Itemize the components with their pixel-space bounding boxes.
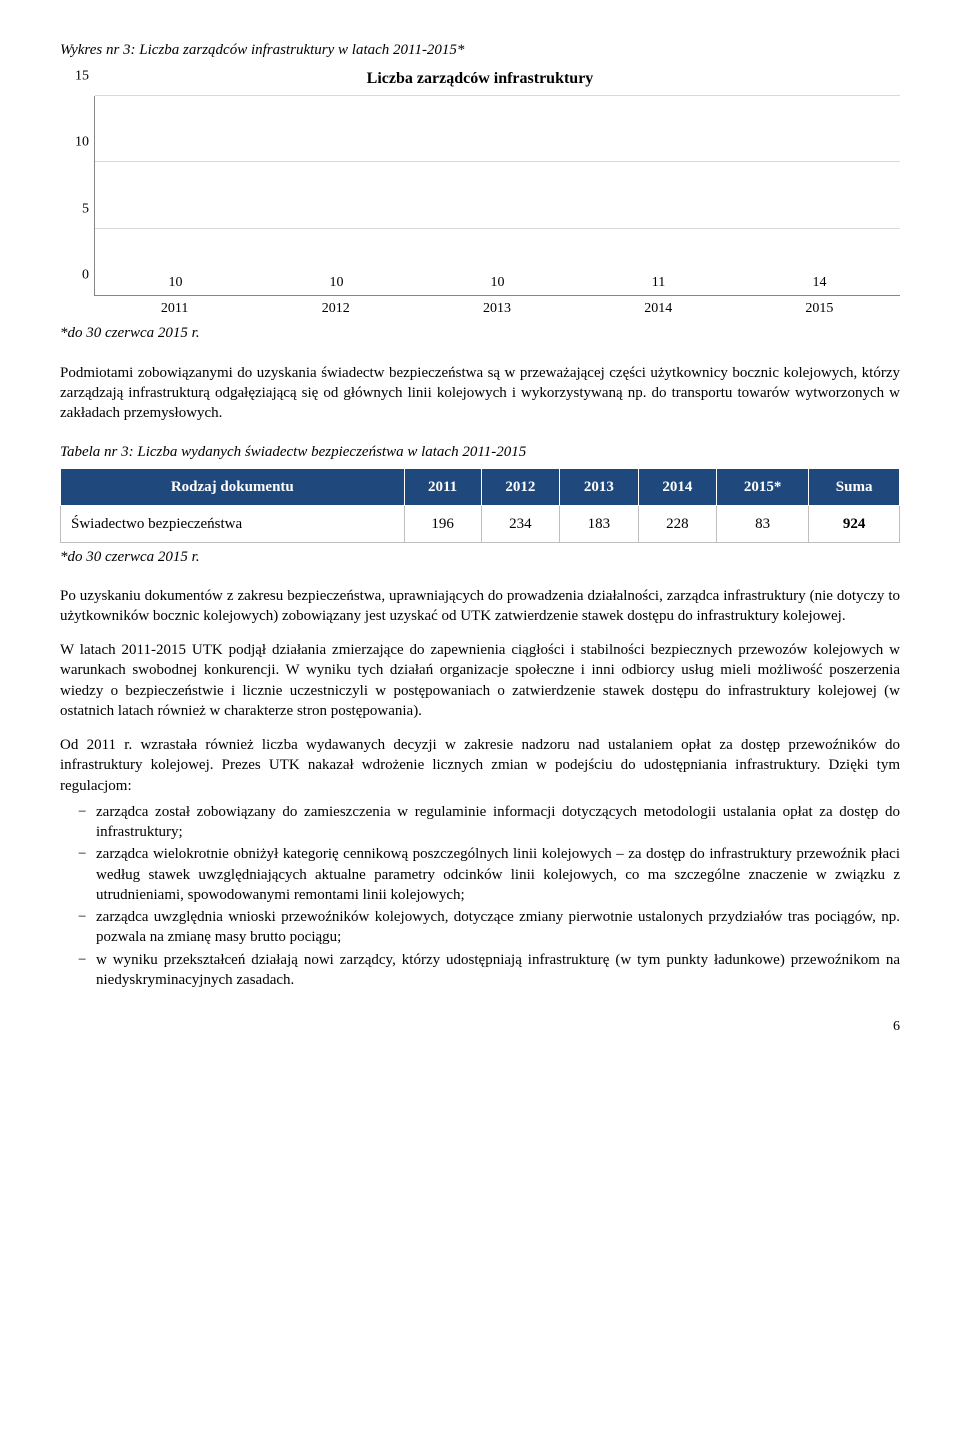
table-cell: Świadectwo bezpieczeństwa xyxy=(61,506,405,543)
paragraph-3: W latach 2011-2015 UTK podjął działania … xyxy=(60,640,900,721)
xtick-label: 2014 xyxy=(578,296,739,319)
page-number: 6 xyxy=(60,1018,900,1037)
bar-value-label: 14 xyxy=(813,274,827,293)
bar-value-label: 10 xyxy=(330,274,344,293)
table-cell: 924 xyxy=(809,506,900,543)
xtick-label: 2015 xyxy=(739,296,900,319)
list-item: zarządca został zobowiązany do zamieszcz… xyxy=(60,802,900,843)
xtick-label: 2013 xyxy=(416,296,577,319)
ytick-label: 5 xyxy=(61,200,89,219)
paragraph-1: Podmiotami zobowiązanymi do uzyskania św… xyxy=(60,363,900,424)
table-header-cell: Suma xyxy=(809,468,900,505)
bar-value-label: 11 xyxy=(652,274,665,293)
list-item: zarządca wielokrotnie obniżył kategorię … xyxy=(60,844,900,905)
chart-footnote: *do 30 czerwca 2015 r. xyxy=(60,323,900,343)
table-header-cell: 2014 xyxy=(638,468,717,505)
ytick-label: 10 xyxy=(61,134,89,153)
paragraph-2: Po uzyskaniu dokumentów z zakresu bezpie… xyxy=(60,586,900,627)
bar-chart: Liczba zarządców infrastruktury 0 5 10 15 10… xyxy=(60,68,900,318)
paragraph-4: Od 2011 r. wzrastała również liczba wyda… xyxy=(60,735,900,796)
data-table: Rodzaj dokumentu20112012201320142015*Sum… xyxy=(60,468,900,544)
table-caption: Tabela nr 3: Liczba wydanych świadectw b… xyxy=(60,442,900,462)
table-cell: 234 xyxy=(481,506,560,543)
list-item: zarządca uwzględnia wnioski przewoźników… xyxy=(60,907,900,948)
table-header-cell: Rodzaj dokumentu xyxy=(61,468,405,505)
table-cell: 183 xyxy=(560,506,639,543)
bar-value-label: 10 xyxy=(169,274,183,293)
table-cell: 228 xyxy=(638,506,717,543)
bar-value-label: 10 xyxy=(491,274,505,293)
table-footnote: *do 30 czerwca 2015 r. xyxy=(60,547,900,567)
list-item: w wyniku przekształceń działają nowi zar… xyxy=(60,950,900,991)
xtick-label: 2011 xyxy=(94,296,255,319)
ytick-label: 15 xyxy=(61,68,89,87)
chart-title: Liczba zarządców infrastruktury xyxy=(60,68,900,90)
table-header-cell: 2012 xyxy=(481,468,560,505)
chart-caption: Wykres nr 3: Liczba zarządców infrastruk… xyxy=(60,40,900,60)
table-header-cell: 2015* xyxy=(717,468,809,505)
table-header-cell: 2013 xyxy=(560,468,639,505)
table-header-cell: 2011 xyxy=(404,468,481,505)
ytick-label: 0 xyxy=(61,267,89,286)
table-cell: 83 xyxy=(717,506,809,543)
xtick-label: 2012 xyxy=(255,296,416,319)
table-cell: 196 xyxy=(404,506,481,543)
bullet-list: zarządca został zobowiązany do zamieszcz… xyxy=(60,802,900,990)
